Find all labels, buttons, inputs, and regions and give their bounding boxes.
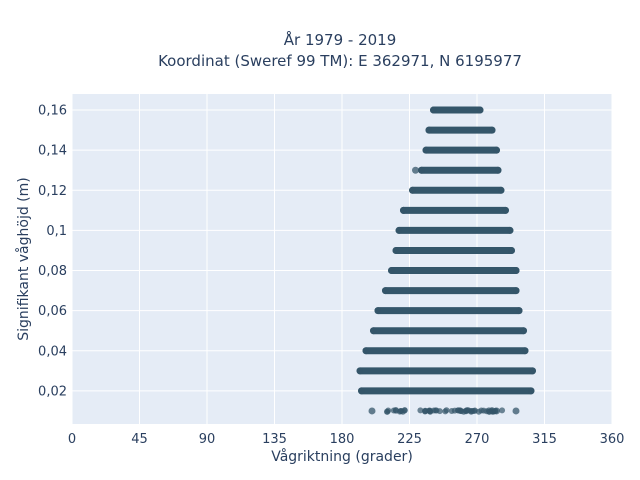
data-point (374, 307, 382, 315)
data-point (520, 327, 527, 335)
data-point (409, 186, 416, 194)
data-point (370, 327, 377, 335)
data-point (497, 186, 505, 194)
chart-title-line2: Koordinat (Sweref 99 TM): E 362971, N 61… (158, 52, 522, 70)
x-axis-ticks: 0 45 90 135 180 225 270 315 360 (68, 432, 625, 447)
data-point (392, 246, 400, 254)
outlier-point (412, 166, 419, 174)
y-tick-label: 0,04 (38, 344, 67, 359)
data-point (384, 408, 391, 415)
y-tick-label: 0,12 (38, 184, 67, 199)
data-point (430, 106, 437, 114)
data-point (506, 226, 514, 234)
scatter-points (356, 106, 536, 415)
data-point (425, 126, 433, 134)
outlier-point (368, 407, 376, 415)
data-point (494, 166, 502, 174)
data-point (442, 408, 449, 415)
y-axis-title: Signifikant våghöjd (m) (15, 177, 32, 340)
y-tick-label: 0,06 (38, 304, 67, 319)
data-point (418, 166, 425, 174)
outlier-point (400, 206, 407, 214)
y-axis-ticks: 0,02 0,04 0,06 0,08 0,1 0,12 0,14 0,16 (38, 104, 67, 400)
x-tick-label: 135 (262, 432, 287, 447)
x-tick-label: 90 (199, 432, 216, 447)
outlier-point (512, 407, 520, 415)
data-point (422, 407, 429, 414)
data-point (527, 387, 535, 395)
x-tick-label: 270 (465, 432, 490, 447)
chart-title-line1: År 1979 - 2019 (284, 30, 397, 49)
y-tick-label: 0,08 (38, 264, 67, 279)
data-point (493, 146, 500, 154)
data-point (488, 126, 496, 134)
y-tick-label: 0,14 (38, 144, 67, 159)
data-point (515, 307, 523, 315)
data-point (499, 407, 506, 414)
data-point (362, 347, 370, 355)
x-tick-label: 45 (131, 432, 148, 447)
data-point (455, 407, 462, 414)
x-tick-label: 180 (330, 432, 355, 447)
x-tick-label: 225 (397, 432, 422, 447)
data-point (529, 367, 536, 375)
data-point (502, 206, 509, 214)
data-point (382, 287, 389, 295)
data-point (436, 408, 443, 415)
y-tick-label: 0,16 (38, 104, 67, 119)
data-point (427, 408, 434, 415)
data-point (422, 146, 430, 154)
x-tick-label: 315 (532, 432, 557, 447)
x-tick-label: 0 (68, 432, 76, 447)
y-tick-label: 0,1 (46, 224, 67, 239)
data-point (356, 367, 364, 375)
data-point (397, 407, 404, 414)
outlier-point (493, 407, 500, 415)
data-point (417, 407, 424, 414)
x-tick-label: 360 (600, 432, 625, 447)
data-point (463, 407, 470, 414)
outlier-point (512, 267, 520, 275)
x-axis-title: Vågriktning (grader) (271, 448, 413, 465)
y-tick-label: 0,02 (38, 384, 67, 399)
data-point (512, 287, 520, 295)
data-point (388, 267, 395, 275)
data-point (358, 387, 365, 395)
data-point (395, 226, 403, 234)
data-point (521, 347, 529, 355)
data-point (485, 407, 492, 414)
data-point (476, 106, 484, 114)
data-point (508, 246, 515, 254)
data-point (469, 407, 476, 414)
data-point (392, 406, 399, 413)
